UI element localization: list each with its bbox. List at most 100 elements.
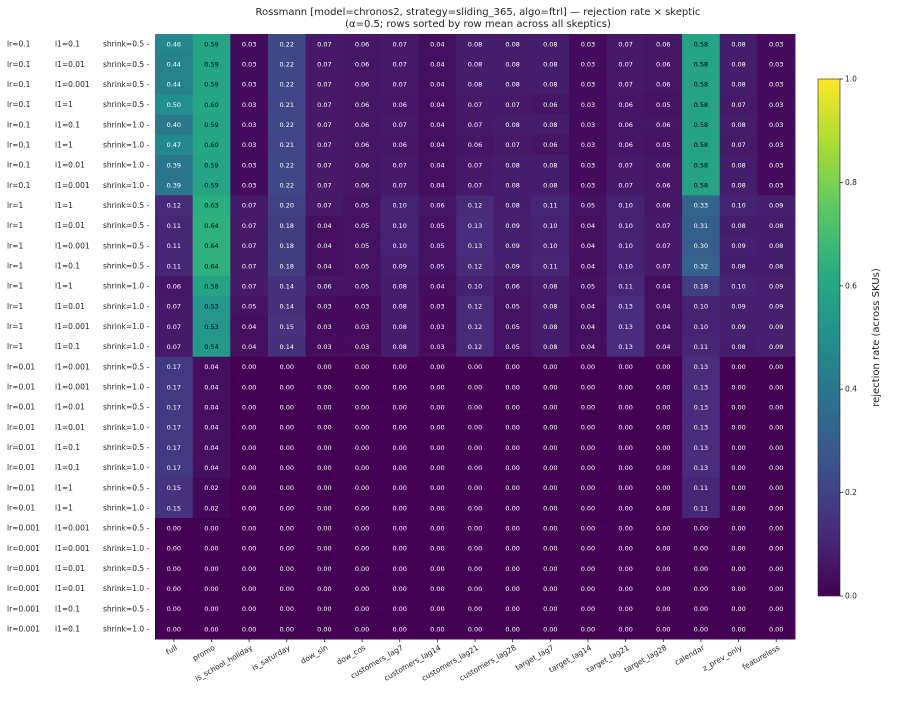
- row-label-l1: l1=1: [55, 140, 73, 149]
- heatmap-cell: [682, 356, 721, 378]
- heatmap-cell: [569, 34, 608, 55]
- cell-value-label: 0.00: [430, 444, 444, 452]
- cell-value-label: 0.13: [694, 464, 708, 472]
- row-label-shrink: shrink=0.5 -: [103, 80, 150, 89]
- row-label-l1: l1=1: [55, 483, 73, 492]
- heatmap-cell: [757, 175, 796, 196]
- cell-value-label: 0.00: [581, 363, 595, 371]
- heatmap-cell: [682, 397, 721, 418]
- cell-value-label: 0.07: [392, 40, 406, 48]
- heatmap-cell: [719, 336, 758, 358]
- cell-value-label: 0.04: [656, 282, 670, 290]
- heatmap-cell: [192, 175, 231, 196]
- cell-value-label: 0.18: [280, 262, 294, 270]
- row-label-lr: lr=0.001: [7, 604, 40, 613]
- cell-value-label: 0.09: [731, 242, 745, 250]
- heatmap-cell: [267, 195, 306, 216]
- heatmap-cell: [230, 74, 269, 95]
- heatmap-cell: [305, 34, 344, 55]
- heatmap-cell: [230, 518, 269, 539]
- cell-value-label: 0.00: [430, 363, 444, 371]
- row-label-l1: l1=0.01: [55, 221, 85, 230]
- heatmap-cell: [418, 538, 457, 559]
- cell-value-label: 0.00: [355, 545, 369, 553]
- heatmap-cell: [493, 618, 532, 640]
- cell-value-label: 0.08: [505, 202, 519, 210]
- cell-value-label: 0.00: [618, 565, 632, 573]
- heatmap-cell: [456, 215, 495, 237]
- row-label-lr: lr=0.1: [7, 161, 31, 170]
- heatmap-cell: [569, 598, 608, 620]
- colorbar-tick-label: 0.4: [845, 385, 857, 394]
- heatmap-cell: [343, 437, 382, 458]
- row-label-l1: l1=0.01: [55, 302, 85, 311]
- heatmap-cell: [682, 195, 721, 216]
- heatmap-cell: [606, 195, 645, 216]
- cell-value-label: 0.00: [656, 625, 670, 633]
- row-label-lr: lr=0.01: [7, 503, 35, 512]
- heatmap-cell: [644, 558, 683, 579]
- cell-value-label: 0.64: [204, 262, 218, 270]
- cell-value-label: 0.00: [543, 484, 557, 492]
- heatmap-cell: [606, 255, 645, 277]
- heatmap-cell: [682, 114, 721, 136]
- cell-value-label: 0.00: [317, 464, 331, 472]
- cell-value-label: 0.05: [581, 202, 595, 210]
- cell-value-label: 0.00: [656, 524, 670, 532]
- cell-value-label: 0.11: [694, 504, 708, 512]
- cell-value-label: 0.00: [731, 605, 745, 613]
- cell-value-label: 0.00: [392, 363, 406, 371]
- heatmap-cell: [192, 296, 231, 317]
- cell-value-label: 0.00: [242, 585, 256, 593]
- heatmap-cell: [155, 134, 194, 156]
- heatmap-cell: [456, 54, 495, 75]
- cell-value-label: 0.09: [769, 303, 783, 311]
- row-label-shrink: shrink=1.0 -: [103, 342, 150, 351]
- cell-value-label: 0.00: [468, 524, 482, 532]
- cell-value-label: 0.05: [355, 282, 369, 290]
- row-label-shrink: shrink=0.5 -: [103, 604, 150, 613]
- heatmap-cell: [456, 457, 495, 479]
- cell-value-label: 0.00: [167, 565, 181, 573]
- heatmap-cell: [155, 397, 194, 418]
- cell-value-label: 0.07: [167, 323, 181, 331]
- heatmap-cell: [418, 457, 457, 479]
- cell-value-label: 0.00: [618, 545, 632, 553]
- heatmap-cell: [493, 276, 532, 297]
- heatmap-cell: [456, 155, 495, 176]
- column-label: featureless: [741, 643, 782, 672]
- heatmap-cell: [531, 134, 570, 156]
- heatmap-cell: [456, 296, 495, 317]
- colorbar-label: rejection rate (across SKUs): [871, 268, 882, 407]
- heatmap-cell: [682, 175, 721, 196]
- cell-value-label: 0.10: [618, 202, 632, 210]
- cell-value-label: 0.00: [656, 484, 670, 492]
- cell-value-label: 0.08: [392, 303, 406, 311]
- heatmap-cell: [155, 114, 194, 136]
- cell-value-label: 0.08: [543, 61, 557, 69]
- heatmap-cell: [606, 114, 645, 136]
- cell-value-label: 0.30: [694, 242, 708, 250]
- cell-value-label: 0.07: [656, 242, 670, 250]
- row-label-lr: lr=1: [7, 261, 23, 270]
- heatmap-cell: [757, 497, 796, 519]
- heatmap-cell: [606, 134, 645, 156]
- heatmap-cell: [155, 255, 194, 277]
- row-label-shrink: shrink=1.0 -: [103, 503, 150, 512]
- cell-value-label: 0.04: [430, 161, 444, 169]
- cell-value-label: 0.02: [204, 504, 218, 512]
- cell-value-label: 0.00: [543, 504, 557, 512]
- colorbar-tick-label: 0.2: [845, 488, 857, 497]
- cell-value-label: 0.10: [618, 222, 632, 230]
- row-label-shrink: shrink=0.5 -: [103, 483, 150, 492]
- cell-value-label: 0.15: [167, 504, 181, 512]
- cell-value-label: 0.09: [769, 202, 783, 210]
- heatmap-cell: [305, 417, 344, 438]
- heatmap-cell: [644, 195, 683, 216]
- heatmap-cell: [644, 296, 683, 317]
- cell-value-label: 0.03: [242, 141, 256, 149]
- heatmap-cell: [418, 34, 457, 55]
- cell-value-label: 0.00: [242, 383, 256, 391]
- cell-value-label: 0.00: [694, 605, 708, 613]
- cell-value-label: 0.00: [731, 444, 745, 452]
